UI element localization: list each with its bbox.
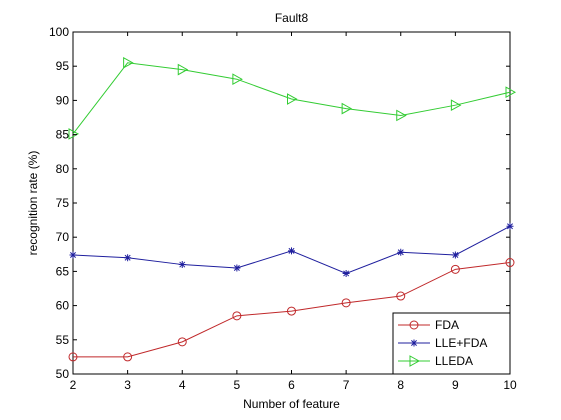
data-point-lleda bbox=[450, 99, 462, 112]
series-lleda bbox=[68, 56, 517, 140]
data-point-lleda bbox=[232, 73, 243, 86]
x-tick-label: 2 bbox=[70, 378, 77, 392]
data-point-lleda bbox=[287, 93, 298, 105]
y-tick-label: 100 bbox=[49, 25, 69, 39]
y-tick-label: 50 bbox=[56, 367, 70, 381]
legend-label-fda: FDA bbox=[435, 318, 459, 332]
x-tick-label: 10 bbox=[503, 378, 517, 392]
axis-layer: 2 3 4 5 6 7 8 9 10 50 55 60 65 70 75 80 85 90 95 100 bbox=[49, 25, 517, 392]
data-point-fda bbox=[177, 337, 187, 347]
legend-label-lle-fda: LLE+FDA bbox=[435, 336, 487, 350]
data-point-lle-fda bbox=[451, 251, 459, 259]
x-tick-label: 5 bbox=[234, 378, 241, 392]
data-point-lle-fda bbox=[233, 264, 241, 272]
data-point-lle-fda bbox=[178, 261, 186, 269]
data-point-lleda bbox=[68, 128, 80, 140]
data-point-lle-fda bbox=[506, 222, 514, 230]
legend-marker-fda bbox=[409, 320, 419, 330]
x-tick-label: 8 bbox=[397, 378, 404, 392]
y-tick-label: 95 bbox=[56, 59, 70, 73]
y-tick-label: 80 bbox=[56, 162, 70, 176]
data-point-fda bbox=[123, 352, 133, 362]
y-tick-label: 70 bbox=[56, 230, 70, 244]
x-tick-label: 6 bbox=[288, 378, 295, 392]
data-point-lleda bbox=[396, 109, 407, 122]
data-point-lle-fda bbox=[288, 247, 295, 255]
data-point-lleda bbox=[177, 63, 189, 76]
y-axis-label: recognition rate (%) bbox=[26, 151, 40, 256]
data-point-fda bbox=[232, 311, 242, 321]
y-tick-label: 55 bbox=[56, 333, 70, 347]
data-point-fda bbox=[68, 352, 78, 362]
data-point-lleda bbox=[341, 102, 353, 115]
y-tick-label: 60 bbox=[56, 299, 70, 313]
x-tick-label: 3 bbox=[124, 378, 131, 392]
series-line-lleda bbox=[72, 62, 511, 135]
legend-label-lleda: LLEDA bbox=[435, 354, 473, 368]
series-layer bbox=[68, 56, 517, 362]
legend-marker-lleda bbox=[409, 355, 421, 367]
data-point-fda bbox=[396, 291, 406, 301]
legend: FDA LLE+FDA LLEDA bbox=[392, 312, 511, 375]
y-tick-label: 90 bbox=[56, 93, 70, 107]
chart-title: Fault8 bbox=[275, 11, 309, 25]
x-tick-label: 9 bbox=[452, 378, 459, 392]
data-point-lleda bbox=[123, 56, 134, 69]
data-point-fda bbox=[450, 264, 460, 274]
x-axis-label: Number of feature bbox=[243, 397, 340, 411]
data-point-fda bbox=[341, 298, 351, 308]
series-fda bbox=[68, 258, 515, 362]
series-lle-fda bbox=[69, 222, 514, 277]
series-line-fda bbox=[73, 262, 511, 358]
x-tick-label: 4 bbox=[179, 378, 186, 392]
x-tick-label: 7 bbox=[343, 378, 350, 392]
y-tick-label: 85 bbox=[56, 128, 70, 142]
data-point-fda bbox=[287, 306, 296, 316]
data-point-lleda bbox=[505, 86, 517, 99]
legend-marker-lle-fda bbox=[410, 339, 418, 347]
data-point-lle-fda bbox=[397, 248, 405, 256]
y-tick-label: 65 bbox=[56, 264, 70, 278]
data-point-lle-fda bbox=[124, 254, 132, 262]
data-point-lle-fda bbox=[342, 269, 350, 277]
legend-items: FDA LLE+FDA LLEDA bbox=[398, 318, 487, 368]
y-tick-label: 75 bbox=[56, 196, 70, 210]
data-point-lle-fda bbox=[69, 251, 77, 259]
data-point-fda bbox=[505, 258, 515, 268]
